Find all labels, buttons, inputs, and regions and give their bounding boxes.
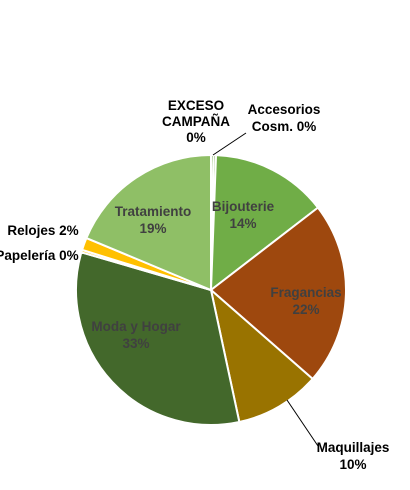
slice-pct-maquillajes: 10% — [339, 457, 366, 472]
pie-slice-bijouterie — [210, 154, 319, 291]
slice-label-fragancias: Fragancias 22% — [270, 285, 341, 317]
slice-pct-fragancias: 22% — [292, 302, 319, 317]
pie-slice-moda — [75, 251, 241, 426]
pie-slices — [75, 153, 347, 426]
slice-label-exceso: EXCESO CAMPAÑA 0% — [162, 98, 230, 145]
slice-label-papeleria: Papelería 0% — [0, 248, 79, 263]
slice-label-moda: Moda y Hogar 33% — [91, 319, 181, 351]
slice-pct-tratamiento: 19% — [139, 221, 166, 236]
pie-slice-maquillajes — [210, 289, 314, 423]
slice-labels: EXCESO CAMPAÑA 0% Accesorios Cosm. 0% Bijoute… — [0, 98, 389, 472]
slice-pct-moda: 33% — [122, 336, 149, 351]
pie-slice-fragancias — [210, 206, 347, 380]
slice-pct-exceso: 0% — [186, 130, 206, 145]
slice-label-relojes: Relojes 2% — [7, 223, 78, 238]
slice-label-maquillajes: Maquillajes 10% — [317, 440, 390, 472]
leader-line-accesorios — [212, 132, 247, 156]
leader-lines — [212, 132, 319, 447]
pie-slice-tratamiento — [85, 154, 212, 291]
slice-label-bijouterie: Bijouterie 14% — [212, 199, 275, 231]
slice-label-tratamiento: Tratamiento 19% — [115, 204, 192, 236]
slice-pct-bijouterie: 14% — [229, 216, 256, 231]
slice-label-accesorios: Accesorios Cosm. 0% — [248, 102, 321, 134]
leader-line-maquillajes — [286, 399, 319, 447]
